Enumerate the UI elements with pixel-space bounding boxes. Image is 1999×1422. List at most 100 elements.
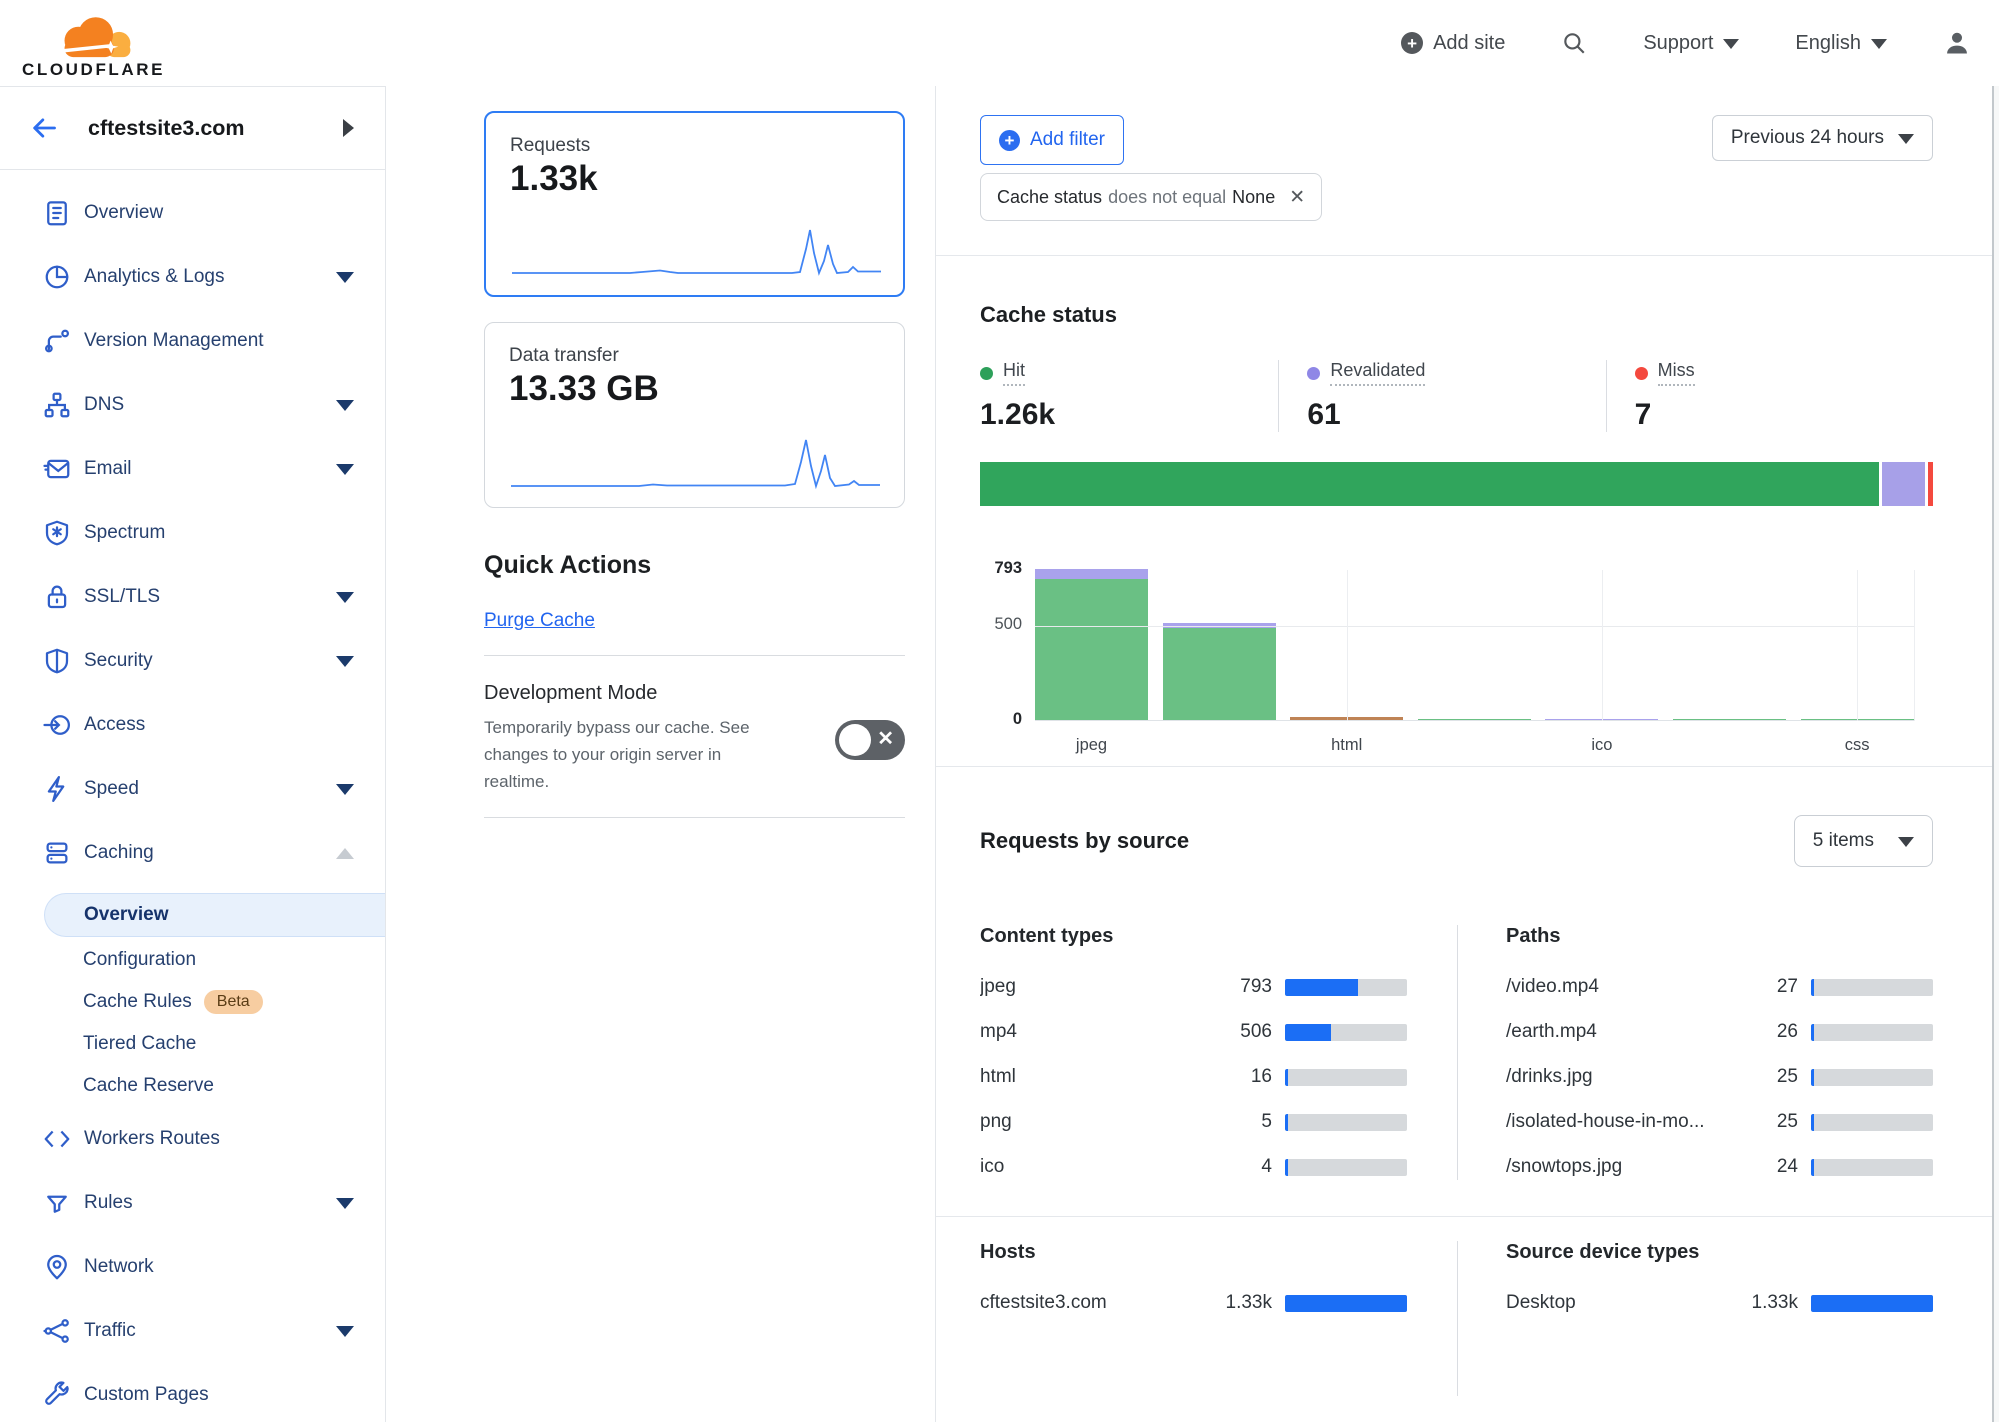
data-transfer-metric-card[interactable]: Data transfer 13.33 GB	[484, 322, 905, 508]
row-label: ico	[980, 1156, 1005, 1177]
stat-label[interactable]: Hit	[1003, 360, 1025, 386]
divider	[484, 817, 905, 818]
row-value: 1.33k	[1751, 1292, 1798, 1313]
sidebar-item-label: Rules	[84, 1192, 133, 1213]
gridline	[1914, 570, 1915, 721]
sidebar-item-label: Analytics & Logs	[84, 266, 225, 287]
x-tick-label: jpeg	[1075, 736, 1108, 754]
cloudflare-cloud-icon	[58, 17, 130, 58]
stat-value: 1.26k	[980, 398, 1056, 431]
purge-cache-link[interactable]: Purge Cache	[484, 610, 595, 631]
sidebar-item-network[interactable]: Network	[0, 1235, 385, 1299]
back-arrow-icon[interactable]	[30, 114, 58, 142]
sidebar-item-label: Custom Pages	[84, 1384, 209, 1405]
bar-segment-hit	[1035, 579, 1148, 720]
time-range-dropdown[interactable]: Previous 24 hours	[1711, 115, 1933, 161]
requests-metric-card[interactable]: Requests 1.33k	[484, 111, 905, 297]
user-profile-icon[interactable]	[1943, 29, 1971, 57]
sidebar-item-speed[interactable]: Speed	[0, 757, 385, 821]
wrench-icon	[40, 1378, 74, 1412]
submenu-item-cache-rules[interactable]: Cache Rules Beta	[0, 981, 385, 1023]
top-header: CLOUDFLARE + Add site Support English	[0, 0, 1999, 86]
add-filter-button[interactable]: + Add filter	[980, 115, 1124, 165]
table-row: cftestsite3.com 1.33k	[980, 1290, 1407, 1316]
sidebar-item-label: Workers Routes	[84, 1128, 220, 1149]
source-tables: Content types jpeg 793 mp4 506 html 16	[980, 925, 1933, 1180]
sidebar-item-version-management[interactable]: Version Management	[0, 309, 385, 373]
sidebar-nav: Overview Analytics & Logs Version Manage…	[0, 170, 385, 1422]
server-stack-icon	[40, 836, 74, 870]
paths-table: Paths /video.mp4 27 /earth.mp4 26 /drink…	[1457, 925, 1933, 1180]
progress-bar	[1811, 1023, 1933, 1041]
search-icon[interactable]	[1561, 30, 1587, 56]
sidebar-item-access[interactable]: Access	[0, 693, 385, 757]
submenu-item-overview[interactable]: Overview	[44, 893, 385, 937]
row-value: 4	[1261, 1156, 1272, 1177]
development-mode-toggle[interactable]: ✕	[835, 720, 905, 760]
bar-segment-revalidated	[1545, 719, 1659, 720]
sidebar-item-security[interactable]: Security	[0, 629, 385, 693]
row-value: 24	[1776, 1156, 1798, 1177]
support-menu[interactable]: Support	[1643, 32, 1740, 55]
chevron-down-icon	[336, 655, 354, 667]
bar-col3	[1417, 719, 1531, 720]
progress-bar	[1811, 978, 1933, 996]
sidebar: cftestsite3.com Overview Analytics & Log…	[0, 86, 386, 1422]
sidebar-item-rules[interactable]: Rules	[0, 1171, 385, 1235]
progress-bar	[1285, 978, 1407, 996]
language-menu[interactable]: English	[1795, 32, 1887, 55]
content-types-table: Content types jpeg 793 mp4 506 html 16	[980, 925, 1457, 1180]
items-count-label: 5 items	[1812, 830, 1874, 851]
sidebar-item-traffic[interactable]: Traffic	[0, 1299, 385, 1363]
sidebar-item-label: Email	[84, 458, 132, 479]
close-icon[interactable]: ✕	[1289, 186, 1306, 208]
chevron-right-icon[interactable]	[343, 119, 354, 137]
submenu-item-cache-reserve[interactable]: Cache Reserve	[0, 1065, 385, 1107]
sidebar-item-workers-routes[interactable]: Workers Routes	[0, 1107, 385, 1171]
sidebar-item-spectrum[interactable]: Spectrum	[0, 501, 385, 565]
progress-bar	[1285, 1158, 1407, 1176]
items-count-dropdown[interactable]: 5 items	[1793, 815, 1933, 867]
bar-segment-revalidated	[1035, 569, 1148, 579]
submenu-item-configuration[interactable]: Configuration	[0, 939, 385, 981]
progress-bar	[1811, 1294, 1933, 1312]
add-filter-label: Add filter	[1030, 129, 1105, 150]
cloudflare-logo[interactable]: CLOUDFLARE	[22, 12, 165, 80]
analytics-panel: + Add filter Cache status does not equal…	[935, 86, 1999, 1422]
table-row: /snowtops.jpg 24	[1506, 1154, 1933, 1180]
login-arrow-icon	[40, 708, 74, 742]
sidebar-item-ssl-tls[interactable]: SSL/TLS	[0, 565, 385, 629]
progress-bar	[1285, 1023, 1407, 1041]
table-row: /video.mp4 27	[1506, 974, 1933, 1000]
chevron-down-icon	[336, 1197, 354, 1209]
bar-segment-hit	[1800, 719, 1914, 720]
chevron-down-icon	[1871, 39, 1887, 49]
bar-segment-hit	[1672, 719, 1786, 720]
development-mode-section: Development Mode Temporarily bypass our …	[484, 682, 905, 795]
lightning-icon	[40, 772, 74, 806]
sidebar-item-label: Security	[84, 650, 153, 671]
sidebar-item-dns[interactable]: DNS	[0, 373, 385, 437]
shield-icon	[40, 644, 74, 678]
stat-label[interactable]: Revalidated	[1330, 360, 1426, 386]
add-site-button[interactable]: + Add site	[1401, 32, 1505, 55]
row-label: html	[980, 1066, 1016, 1087]
cache-status-title: Cache status	[980, 302, 1117, 327]
filter-chip[interactable]: Cache status does not equal None ✕	[980, 173, 1323, 221]
revalidated-dot-icon	[1307, 366, 1321, 380]
x-tick-label: html	[1331, 736, 1363, 754]
sidebar-item-email[interactable]: Email	[0, 437, 385, 501]
sidebar-item-analytics-logs[interactable]: Analytics & Logs	[0, 245, 385, 309]
sidebar-item-caching[interactable]: Caching	[0, 821, 385, 885]
content-type-bar-chart: 793 500 0 jpeg html ico css	[980, 559, 1933, 766]
stat-label[interactable]: Miss	[1657, 360, 1695, 386]
sidebar-item-overview[interactable]: Overview	[0, 181, 385, 245]
sidebar-item-custom-pages[interactable]: Custom Pages	[0, 1363, 385, 1422]
scrollbar[interactable]	[1992, 86, 1999, 1422]
progress-bar	[1811, 1113, 1933, 1131]
progress-bar	[1811, 1068, 1933, 1086]
gridline	[1857, 570, 1859, 721]
development-mode-title: Development Mode	[484, 682, 658, 704]
bar-segment-revalidated	[1162, 623, 1276, 628]
submenu-item-tiered-cache[interactable]: Tiered Cache	[0, 1023, 385, 1065]
